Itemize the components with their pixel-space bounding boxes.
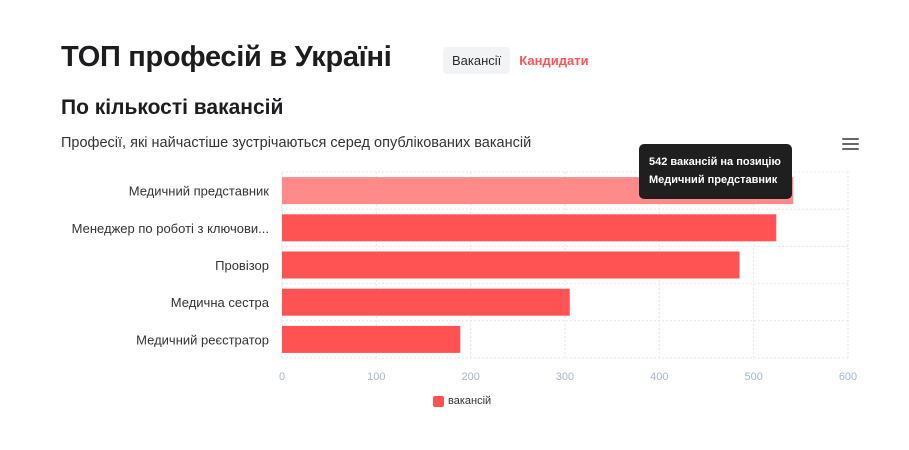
category-label: Медичний представник bbox=[129, 184, 270, 199]
page-title: ТОП професій в Україні bbox=[61, 41, 392, 73]
section-title: По кількості вакансій bbox=[61, 96, 284, 119]
tab-candidates[interactable]: Кандидати bbox=[519, 53, 589, 68]
chart-tooltip: 542 вакансій на позицію Медичний предста… bbox=[639, 144, 792, 199]
legend-label: вакансій bbox=[448, 395, 492, 407]
x-tick-label: 0 bbox=[279, 371, 285, 383]
tooltip-line-1: 542 вакансій на позицію bbox=[649, 156, 781, 168]
category-label: Медичний реєстратор bbox=[136, 332, 269, 347]
bar[interactable] bbox=[282, 214, 777, 242]
category-label: Провізор bbox=[215, 258, 269, 273]
bar[interactable] bbox=[282, 325, 461, 353]
bar[interactable] bbox=[282, 288, 570, 316]
x-tick-label: 300 bbox=[556, 371, 574, 383]
chart-legend[interactable]: вакансій bbox=[433, 395, 491, 407]
tab-vacancies[interactable]: Вакансії bbox=[443, 47, 511, 74]
legend-swatch bbox=[433, 395, 444, 407]
tooltip-line-2: Медичний представник bbox=[649, 174, 778, 186]
x-tick-label: 500 bbox=[744, 371, 762, 383]
category-label: Медична сестра bbox=[171, 295, 270, 310]
hamburger-menu-icon[interactable] bbox=[842, 138, 859, 152]
x-tick-label: 100 bbox=[367, 371, 385, 383]
bar[interactable] bbox=[282, 251, 740, 279]
category-label: Менеджер по роботі з ключови... bbox=[72, 221, 269, 236]
x-tick-label: 600 bbox=[839, 371, 857, 383]
x-tick-label: 400 bbox=[650, 371, 668, 383]
chart-subtitle: Професії, які найчастіше зустрічаються с… bbox=[61, 135, 532, 151]
top-tabs: Вакансії Кандидати bbox=[443, 47, 598, 74]
x-tick-label: 200 bbox=[461, 371, 479, 383]
